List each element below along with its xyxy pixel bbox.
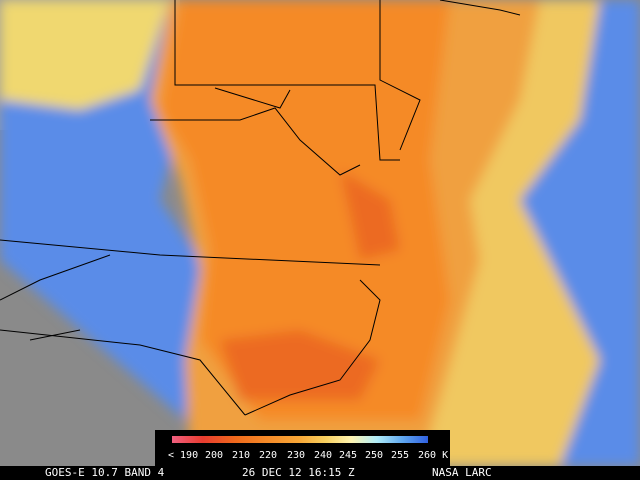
colorbar-label: 240 <box>314 450 332 461</box>
credit-label: NASA LARC <box>432 466 492 479</box>
colorbar-label: 210 <box>232 450 250 461</box>
time-label: 26 DEC 12 16:15 Z <box>242 466 355 479</box>
colorbar-label: 200 <box>205 450 223 461</box>
colorbar-label: 245 <box>339 450 357 461</box>
colorbar-label: 220 <box>259 450 277 461</box>
imagery <box>0 0 640 466</box>
colorbar: < 190 200 210 220 230 240 245 250 255 260 K <box>155 430 450 466</box>
boundaries <box>0 0 521 416</box>
colorbar-label: 260 K <box>418 450 448 461</box>
colorbar-label: 230 <box>287 450 305 461</box>
satellite-label: GOES-E 10.7 BAND 4 <box>45 466 165 479</box>
footer-bar <box>0 466 640 480</box>
colorbar-label: 255 <box>391 450 409 461</box>
colorbar-label: 250 <box>365 450 383 461</box>
colorbar-label: < 190 <box>168 450 198 461</box>
